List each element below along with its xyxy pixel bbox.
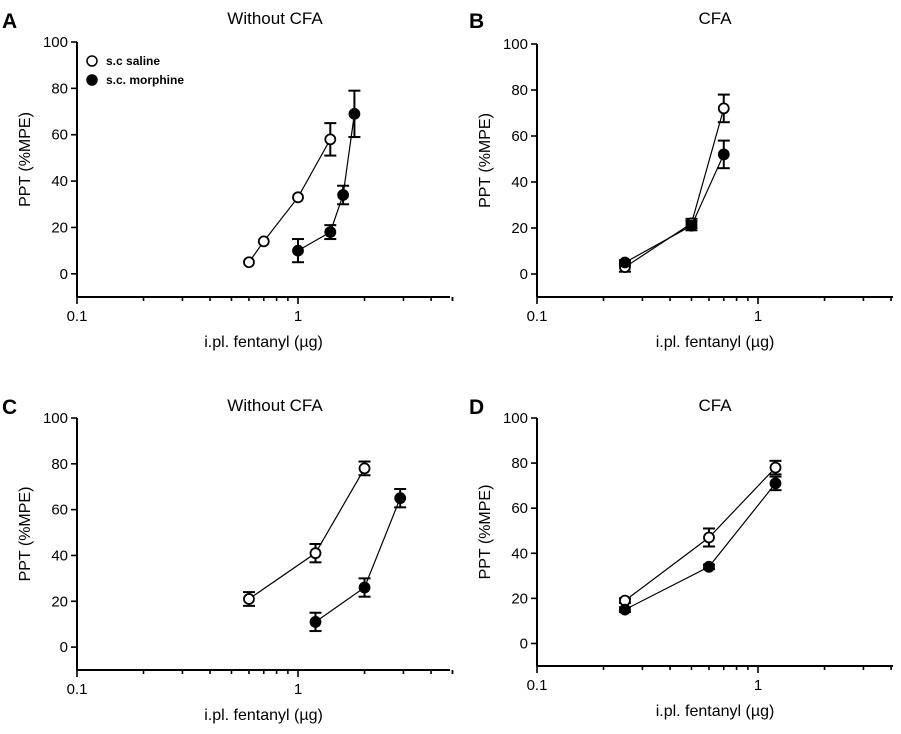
y-tick-label: 20	[511, 590, 528, 607]
data-point	[309, 547, 322, 560]
series-line	[315, 497, 401, 623]
x-axis-label: i.pl. fentanyl (µg)	[656, 334, 775, 351]
data-point	[348, 107, 361, 120]
y-tick-label: 60	[511, 500, 528, 517]
y-tick-label: 60	[511, 128, 528, 145]
series-line	[248, 468, 366, 600]
series-open	[243, 122, 337, 269]
data-point	[394, 492, 407, 505]
data-point	[769, 461, 782, 474]
data-point	[717, 148, 730, 161]
data-point	[717, 102, 730, 115]
panel-b: B CFA 0 20 40 60 80 100 0.1 1 i.pl. fentanyl (µg) P…	[469, 9, 893, 351]
data-point	[309, 615, 322, 628]
data-point	[337, 189, 350, 201]
y-tick-label: 40	[511, 174, 528, 191]
series-filled	[618, 475, 782, 616]
y-tick-label: 80	[51, 80, 68, 97]
series-filled	[292, 89, 361, 264]
series-open	[242, 460, 371, 607]
x-tick-label: 1	[294, 681, 302, 698]
legend-marker	[86, 55, 98, 67]
panel-title: Without CFA	[227, 9, 323, 28]
series-line	[624, 467, 776, 602]
y-tick-label: 0	[520, 635, 528, 652]
y-tick-label: 60	[51, 502, 68, 519]
y-tick-label: 40	[51, 173, 68, 190]
y-tick-label: 80	[51, 456, 68, 473]
data-point	[358, 581, 371, 594]
y-tick-label: 0	[520, 266, 528, 283]
legend: s.c saline s.c. morphine	[86, 54, 184, 87]
series-line	[297, 113, 356, 252]
x-tick-label: 1	[294, 308, 302, 325]
y-tick-label: 0	[60, 266, 68, 283]
data-point	[324, 226, 337, 238]
data-point	[243, 256, 255, 269]
x-tick-label: 1	[754, 308, 762, 325]
series-line	[248, 139, 331, 263]
y-tick-label: 100	[43, 410, 68, 427]
series-open	[618, 93, 730, 274]
legend-marker	[86, 74, 98, 86]
series-filled	[309, 488, 407, 633]
y-tick-label: 0	[60, 639, 68, 656]
data-point	[358, 462, 371, 475]
y-tick-label: 100	[503, 36, 528, 53]
panel-c: C Without CFA 0 20 40 60 80 100 0.1 1 i.pl. fentan…	[2, 396, 454, 724]
legend-label: s.c saline	[106, 54, 160, 68]
legend-label: s.c. morphine	[106, 73, 184, 87]
y-tick-label: 40	[511, 545, 528, 562]
x-tick-label: 0.1	[527, 677, 548, 694]
panel-title: CFA	[698, 396, 732, 415]
data-point	[324, 133, 337, 146]
x-axis-label: i.pl. fentanyl (µg)	[204, 707, 323, 724]
y-axis-label: PPT (%MPE)	[477, 485, 494, 580]
y-tick-label: 60	[51, 127, 68, 144]
panel-letter: B	[469, 10, 484, 33]
series-open	[618, 459, 782, 607]
x-axis-label: i.pl. fentanyl (µg)	[204, 334, 323, 351]
y-tick-label: 100	[43, 34, 68, 51]
series-line	[624, 154, 725, 264]
panel-title: CFA	[698, 9, 732, 28]
x-tick-label: 1	[754, 677, 762, 694]
data-point	[703, 560, 715, 573]
panel-letter: A	[2, 10, 17, 33]
y-tick-label: 80	[511, 455, 528, 472]
data-point	[619, 256, 631, 269]
panel-title: Without CFA	[227, 396, 323, 415]
data-point	[619, 603, 631, 616]
data-point	[243, 593, 255, 605]
x-tick-label: 0.1	[67, 308, 88, 325]
y-axis-label: PPT (%MPE)	[477, 113, 494, 208]
y-tick-label: 20	[51, 593, 68, 610]
x-tick-label: 0.1	[67, 681, 88, 698]
y-tick-label: 100	[503, 410, 528, 427]
y-axis-label: PPT (%MPE)	[17, 112, 34, 207]
panel-d: D CFA 0 20 40 60 80 100 0.1 1 i.pl. fentanyl (µg) P…	[469, 396, 893, 720]
y-axis-label: PPT (%MPE)	[17, 487, 34, 582]
y-tick-label: 20	[51, 219, 68, 236]
data-point	[292, 244, 304, 257]
data-point	[769, 477, 782, 490]
y-tick-label: 20	[511, 220, 528, 237]
data-point	[703, 531, 715, 544]
y-tick-label: 80	[511, 82, 528, 99]
series-filled	[618, 139, 730, 269]
y-tick-label: 40	[51, 547, 68, 564]
panel-letter: D	[469, 396, 484, 419]
panel-letter: C	[2, 396, 17, 419]
data-point	[685, 219, 698, 232]
x-axis-label: i.pl. fentanyl (µg)	[656, 703, 775, 720]
series-line	[624, 483, 776, 611]
x-tick-label: 0.1	[527, 308, 548, 325]
data-point	[292, 191, 304, 204]
panel-a: A Without CFA 0 20 40 60 80 100 0.1 1 i.pl. fentan…	[2, 9, 454, 351]
data-point	[257, 235, 270, 248]
